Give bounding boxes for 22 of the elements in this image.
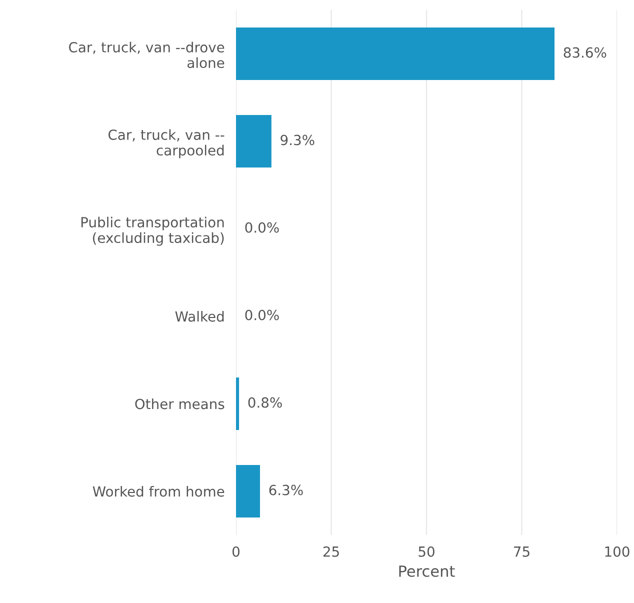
x-axis-title: Percent — [399, 566, 455, 577]
x-tick-label: 50 — [418, 546, 434, 557]
bar — [236, 28, 555, 80]
y-tick-label: Public transportation (excluding taxicab) — [81, 216, 224, 246]
bar — [236, 378, 240, 430]
x-tick-label: 75 — [514, 546, 530, 557]
x-tick-label: 0 — [232, 546, 240, 557]
y-tick-label: Other means — [135, 398, 224, 410]
y-tick-label: Walked — [175, 310, 224, 322]
y-tick-label: Car, truck, van -- carpooled — [108, 129, 224, 158]
bar — [236, 465, 260, 518]
bar — [236, 115, 272, 168]
x-tick-label: 25 — [323, 546, 339, 557]
data-label: 0.0% — [245, 222, 279, 233]
y-tick-label: Worked from home — [92, 486, 224, 497]
data-label: 6.3% — [269, 484, 303, 496]
data-label: 9.3% — [280, 134, 314, 146]
data-label: 0.8% — [248, 397, 282, 408]
data-label: 83.6% — [564, 47, 606, 58]
data-label: 0.0% — [245, 310, 279, 320]
x-tick-label: 100 — [605, 546, 630, 557]
y-tick-label: Car, truck, van --drove alone — [69, 42, 224, 68]
